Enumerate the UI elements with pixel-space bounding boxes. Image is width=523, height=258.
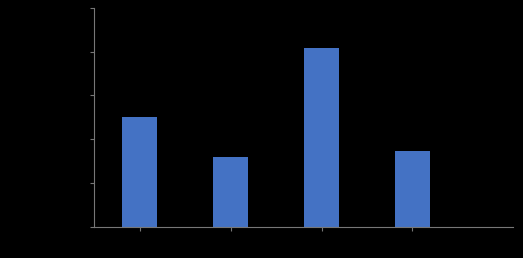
Bar xyxy=(213,157,248,227)
Bar xyxy=(395,151,430,227)
Bar xyxy=(304,48,339,227)
Bar xyxy=(122,117,157,227)
